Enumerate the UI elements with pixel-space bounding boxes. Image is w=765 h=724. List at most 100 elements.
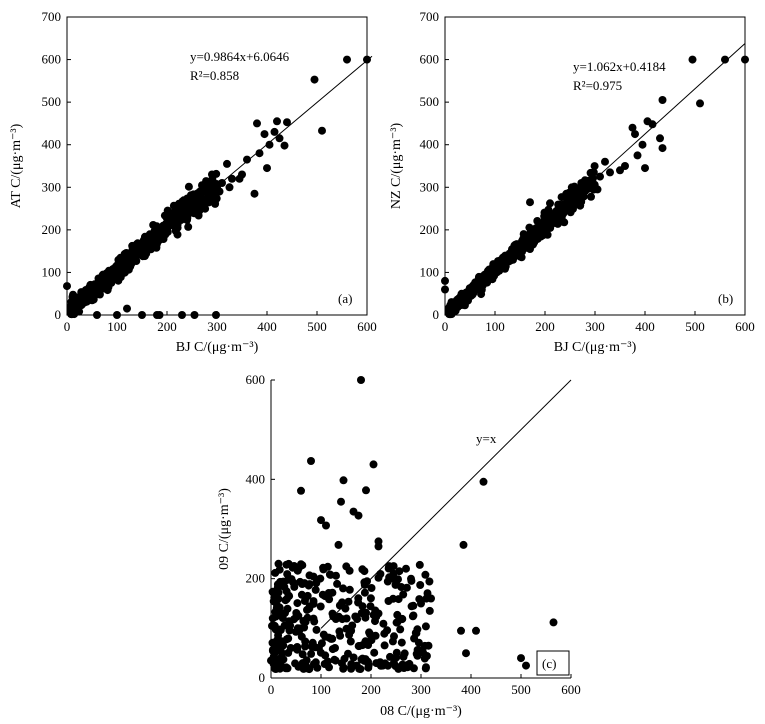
- panel-c-point: [457, 626, 465, 635]
- panel-b-point: [696, 99, 704, 108]
- panel-b-y-tick-label: 600: [420, 52, 440, 67]
- panel-c-point: [410, 634, 419, 643]
- panel-b-point: [590, 162, 599, 171]
- panel-a-x-tick-label: 500: [307, 319, 327, 334]
- panel-c-point: [374, 542, 383, 551]
- panel-b-point: [518, 237, 527, 245]
- panel-c-point: [332, 571, 340, 580]
- panel-b-x-tick-label: 500: [685, 319, 705, 334]
- panel-c-point: [276, 626, 285, 634]
- panel-a-point: [195, 191, 204, 200]
- panel-b-point: [508, 245, 516, 254]
- panel-a-point: [184, 196, 193, 205]
- panel-c-point: [392, 653, 401, 662]
- panel-a-point: [198, 181, 206, 190]
- panel-b-y-tick-label: 100: [420, 264, 440, 279]
- panel-b-point: [540, 212, 549, 221]
- panel-b-point: [546, 199, 554, 208]
- panel-b-point: [539, 224, 548, 233]
- panel-c-point: [316, 648, 325, 657]
- panel-b-y-tick-label: 700: [420, 9, 440, 24]
- panel-c-point: [472, 626, 480, 635]
- panel-a-y-tick-label: 200: [42, 222, 62, 237]
- panel-a-point: [260, 130, 269, 139]
- panel-b-y-tick-label: 200: [420, 222, 440, 237]
- panel-c-point: [522, 661, 530, 670]
- panel-c-point: [303, 605, 311, 614]
- panel-a-point: [310, 75, 319, 84]
- panel-c-point: [293, 599, 302, 608]
- panel-a-y-tick-label: 400: [42, 137, 62, 152]
- panel-c-point: [358, 641, 367, 650]
- panel-c-point: [374, 573, 383, 582]
- panel-c-ylabel: 09 C/(μg·m⁻³): [217, 488, 232, 570]
- panel-c-point: [400, 649, 409, 658]
- panel-c-point: [386, 652, 394, 661]
- panel-b-point: [462, 288, 471, 297]
- panel-a-point: [223, 159, 231, 168]
- panel-b-point: [578, 187, 587, 196]
- panel-b-point: [552, 207, 561, 216]
- panel-c-point: [307, 457, 315, 465]
- panel-c-point: [318, 590, 327, 599]
- panel-c-point: [299, 617, 308, 625]
- panel-a-x-tick-label: 300: [207, 319, 227, 334]
- panel-c-point: [316, 602, 325, 611]
- panel-c-point: [274, 559, 283, 568]
- panel-c-point: [309, 599, 318, 608]
- panel-c-point: [379, 619, 388, 628]
- panel-c-point: [383, 626, 392, 635]
- panel-c-point: [285, 626, 294, 635]
- panel-c-point: [299, 664, 308, 673]
- panel-c-point: [392, 577, 401, 586]
- panel-c-point: [351, 612, 360, 621]
- panel-a-equation: y=0.9864x+6.0646: [190, 49, 290, 64]
- panel-a-point: [210, 197, 219, 206]
- panel-b-point: [641, 164, 649, 173]
- panel-b-x-tick-label: 0: [442, 319, 449, 334]
- panel-a-point: [75, 299, 84, 308]
- panel-c-x-tick-label: 400: [461, 682, 481, 697]
- panel-a-point: [280, 141, 289, 150]
- panel-b-r2: R²=0.975: [573, 78, 622, 93]
- panel-b-point: [658, 144, 667, 153]
- panel-c-point: [364, 661, 373, 670]
- panel-b-x-tick-label: 600: [735, 319, 755, 334]
- panel-a-point: [235, 174, 244, 183]
- panel-a-fit-line: [66, 55, 373, 313]
- panel-c-point: [416, 581, 425, 589]
- panel-c-point: [270, 593, 279, 602]
- panel-c-point: [371, 631, 380, 640]
- panel-a-point: [117, 255, 126, 264]
- panel-a-point: [141, 232, 149, 241]
- panel-c-point: [421, 570, 430, 579]
- panel-c-y-tick-label: 200: [246, 571, 266, 586]
- panel-c-point: [347, 664, 356, 673]
- panel-a-r2: R²=0.858: [190, 68, 239, 83]
- panel-c-y-tick-label: 0: [259, 670, 266, 685]
- panel-b-point: [631, 130, 639, 139]
- panel-b-ticks: 0 100 200 300 400 500 600 0 100 200 300 400 500 600 70…: [420, 9, 755, 334]
- panel-c-point: [345, 585, 354, 594]
- panel-c-point: [301, 642, 309, 651]
- panel-c-point: [421, 622, 430, 631]
- panel-c-point: [357, 609, 366, 618]
- panel-c-point: [290, 615, 298, 624]
- panel-c-point: [383, 661, 392, 670]
- panel-a-point: [67, 302, 76, 311]
- panel-c-y-tick-label: 600: [246, 372, 266, 387]
- panel-c-x-tick-label: 500: [511, 682, 531, 697]
- panel-c-point: [312, 625, 321, 634]
- panel-a-point: [207, 177, 216, 186]
- panel-c-point: [390, 632, 398, 641]
- panel-a-point: [250, 189, 259, 198]
- panel-c-point: [362, 486, 370, 495]
- panel-c-equation: y=x: [476, 431, 497, 446]
- panel-a-point: [82, 293, 91, 302]
- panel-b-point: [593, 185, 602, 194]
- panel-c-point: [301, 594, 310, 603]
- panel-c-point: [316, 574, 325, 583]
- panel-a-point: [204, 198, 213, 207]
- panel-a-point: [270, 127, 279, 136]
